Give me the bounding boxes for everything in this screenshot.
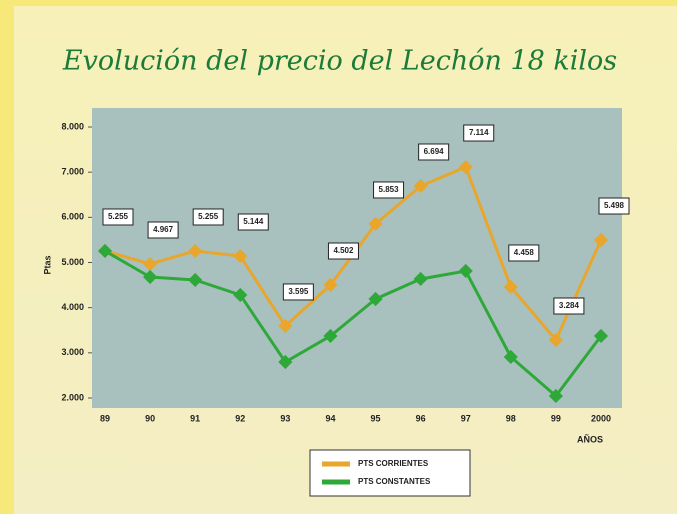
value-label: 5.144 [243, 217, 264, 226]
legend-label: PTS CONSTANTES [358, 477, 431, 486]
point [368, 291, 383, 307]
point [143, 269, 158, 285]
value-label: 5.255 [198, 212, 219, 221]
y-tick-label: 4.000 [61, 302, 84, 312]
value-label-box [463, 124, 495, 142]
point [413, 178, 428, 194]
value-label: 5.255 [108, 212, 129, 221]
point [278, 318, 293, 334]
point [413, 271, 428, 287]
point [323, 277, 338, 293]
y-tick-label: 7.000 [61, 167, 84, 177]
y-axis-label: Ptas [42, 255, 52, 274]
y-tick-label: 2.000 [61, 392, 84, 402]
y-tick-label: 3.000 [61, 347, 84, 357]
value-label-box [282, 283, 314, 301]
point [368, 216, 383, 232]
value-label: 3.595 [288, 287, 309, 296]
x-tick-label: 96 [416, 413, 426, 423]
x-tick-label: 94 [325, 413, 335, 423]
point [188, 272, 203, 288]
value-label: 6.694 [424, 147, 445, 156]
value-label: 4.502 [333, 246, 354, 255]
y-tick-label: 8.000 [61, 121, 84, 131]
point [548, 388, 563, 404]
value-label: 5.498 [604, 201, 625, 210]
x-tick-label: 95 [371, 413, 381, 423]
x-tick-label: 2000 [591, 413, 611, 423]
value-label: 5.853 [379, 185, 400, 194]
value-label-box [508, 244, 540, 262]
point [188, 243, 203, 259]
point [143, 256, 158, 272]
value-label-box [237, 213, 269, 231]
line [104, 249, 603, 399]
x-tick-label: 90 [145, 413, 155, 423]
point [593, 328, 609, 344]
value-label-box [553, 297, 585, 315]
point [233, 248, 248, 264]
value-label-box [598, 197, 630, 215]
legend-label: PTS CORRIENTES [358, 459, 429, 468]
value-label-box [147, 221, 179, 239]
point [233, 287, 248, 303]
point [278, 354, 293, 370]
value-label-box [192, 208, 224, 226]
point [458, 159, 473, 175]
value-label: 3.284 [559, 301, 580, 310]
x-tick-label: 93 [280, 413, 290, 423]
point [503, 279, 518, 295]
value-label-box [327, 242, 359, 260]
value-label-box [418, 143, 450, 161]
chart-title: Evolución del precio del Lechón 18 kilos [62, 46, 617, 77]
value-label: 4.458 [514, 248, 535, 257]
value-label: 7.114 [469, 128, 489, 137]
y-tick-label: 6.000 [61, 212, 84, 222]
point [548, 332, 563, 348]
x-tick-label: 91 [190, 413, 200, 423]
y-tick-label: 5.000 [61, 257, 84, 267]
x-tick-label: 98 [506, 413, 516, 423]
x-tick-label: 97 [461, 413, 471, 423]
point [503, 349, 518, 365]
x-tick-label: 99 [551, 413, 561, 423]
x-tick-label: 89 [100, 413, 110, 423]
value-label: 4.967 [153, 225, 174, 234]
x-axis-label: AÑOS [577, 434, 603, 444]
legend [309, 449, 471, 497]
point [593, 232, 609, 248]
value-label-box [102, 208, 134, 226]
value-label-box [373, 181, 405, 199]
point [323, 328, 338, 344]
point [458, 263, 473, 279]
x-tick-label: 92 [235, 413, 245, 423]
